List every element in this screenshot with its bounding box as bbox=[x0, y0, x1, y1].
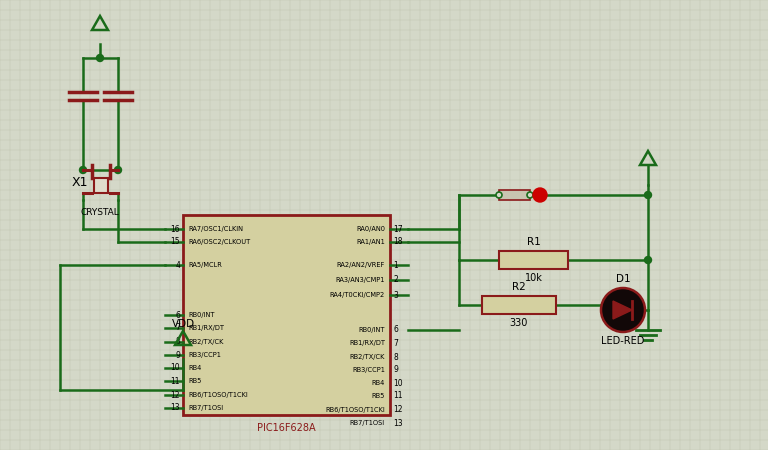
Circle shape bbox=[601, 288, 645, 332]
Polygon shape bbox=[613, 301, 632, 319]
Text: RA1/AN1: RA1/AN1 bbox=[356, 239, 385, 245]
Text: 9: 9 bbox=[393, 365, 398, 374]
Text: RB2/TX/CK: RB2/TX/CK bbox=[188, 339, 223, 345]
Text: RB5: RB5 bbox=[188, 378, 201, 384]
Bar bbox=[499, 251, 568, 269]
Text: 3: 3 bbox=[393, 291, 398, 300]
Text: RB0/INT: RB0/INT bbox=[188, 312, 214, 318]
Text: 6: 6 bbox=[393, 325, 398, 334]
Text: 12: 12 bbox=[393, 405, 402, 414]
Text: RB4: RB4 bbox=[372, 380, 385, 386]
Text: RB4: RB4 bbox=[188, 365, 201, 371]
Text: LED-RED: LED-RED bbox=[601, 336, 644, 346]
Text: R1: R1 bbox=[527, 237, 541, 247]
Text: 18: 18 bbox=[393, 238, 402, 247]
Text: RB6/T1OSO/T1CKI: RB6/T1OSO/T1CKI bbox=[188, 392, 248, 398]
Text: RB3/CCP1: RB3/CCP1 bbox=[352, 367, 385, 373]
Text: RB6/T1OSO/T1CKI: RB6/T1OSO/T1CKI bbox=[326, 407, 385, 413]
Text: 9: 9 bbox=[175, 351, 180, 360]
Text: RB3/CCP1: RB3/CCP1 bbox=[188, 352, 221, 358]
Text: RA4/T0CKI/CMP2: RA4/T0CKI/CMP2 bbox=[329, 292, 385, 298]
Circle shape bbox=[496, 192, 502, 198]
Text: 17: 17 bbox=[393, 225, 402, 234]
Text: RB5: RB5 bbox=[372, 393, 385, 399]
Circle shape bbox=[97, 54, 104, 62]
Text: 330: 330 bbox=[510, 318, 528, 328]
Text: 6: 6 bbox=[175, 310, 180, 320]
Text: 15: 15 bbox=[170, 238, 180, 247]
Text: 2: 2 bbox=[393, 275, 398, 284]
Text: 8: 8 bbox=[175, 338, 180, 346]
Text: 12: 12 bbox=[170, 391, 180, 400]
Text: 1: 1 bbox=[393, 261, 398, 270]
Text: RB1/RX/DT: RB1/RX/DT bbox=[349, 340, 385, 346]
Bar bbox=[94, 178, 108, 193]
Text: 7: 7 bbox=[175, 324, 180, 333]
Text: RA6/OSC2/CLKOUT: RA6/OSC2/CLKOUT bbox=[188, 239, 250, 245]
Text: D1: D1 bbox=[616, 274, 631, 284]
Circle shape bbox=[114, 166, 121, 174]
Text: 13: 13 bbox=[170, 404, 180, 413]
Text: CRYSTAL: CRYSTAL bbox=[81, 208, 119, 217]
Text: VDD: VDD bbox=[171, 319, 194, 329]
Bar bbox=[482, 296, 556, 314]
Text: X1: X1 bbox=[71, 176, 88, 189]
Bar bbox=[183, 215, 390, 415]
Text: RA7/OSC1/CLKIN: RA7/OSC1/CLKIN bbox=[188, 226, 243, 232]
Text: 11: 11 bbox=[393, 392, 402, 400]
Text: RA3/AN3/CMP1: RA3/AN3/CMP1 bbox=[336, 277, 385, 283]
Text: 7: 7 bbox=[393, 338, 398, 347]
Text: R2: R2 bbox=[512, 282, 526, 292]
Text: RA0/AN0: RA0/AN0 bbox=[356, 226, 385, 232]
Text: RB1/RX/DT: RB1/RX/DT bbox=[188, 325, 224, 331]
Text: 10: 10 bbox=[170, 364, 180, 373]
Text: 16: 16 bbox=[170, 225, 180, 234]
Bar bbox=[499, 190, 530, 200]
Text: 8: 8 bbox=[393, 352, 398, 361]
Text: RA5/MCLR: RA5/MCLR bbox=[188, 262, 222, 268]
Text: RB7/T1OSI: RB7/T1OSI bbox=[350, 420, 385, 426]
Circle shape bbox=[527, 192, 533, 198]
Text: 10k: 10k bbox=[525, 273, 542, 283]
Text: RB2/TX/CK: RB2/TX/CK bbox=[349, 354, 385, 360]
Text: 10: 10 bbox=[393, 378, 402, 387]
Text: RB0/INT: RB0/INT bbox=[359, 327, 385, 333]
Text: RB7/T1OSI: RB7/T1OSI bbox=[188, 405, 223, 411]
Text: 11: 11 bbox=[170, 377, 180, 386]
Text: 4: 4 bbox=[175, 261, 180, 270]
Text: 13: 13 bbox=[393, 418, 402, 427]
Text: RA2/AN2/VREF: RA2/AN2/VREF bbox=[336, 262, 385, 268]
Circle shape bbox=[80, 166, 87, 174]
Circle shape bbox=[644, 192, 651, 198]
Text: PIC16F628A: PIC16F628A bbox=[257, 423, 316, 433]
Circle shape bbox=[533, 188, 547, 202]
Circle shape bbox=[644, 256, 651, 264]
